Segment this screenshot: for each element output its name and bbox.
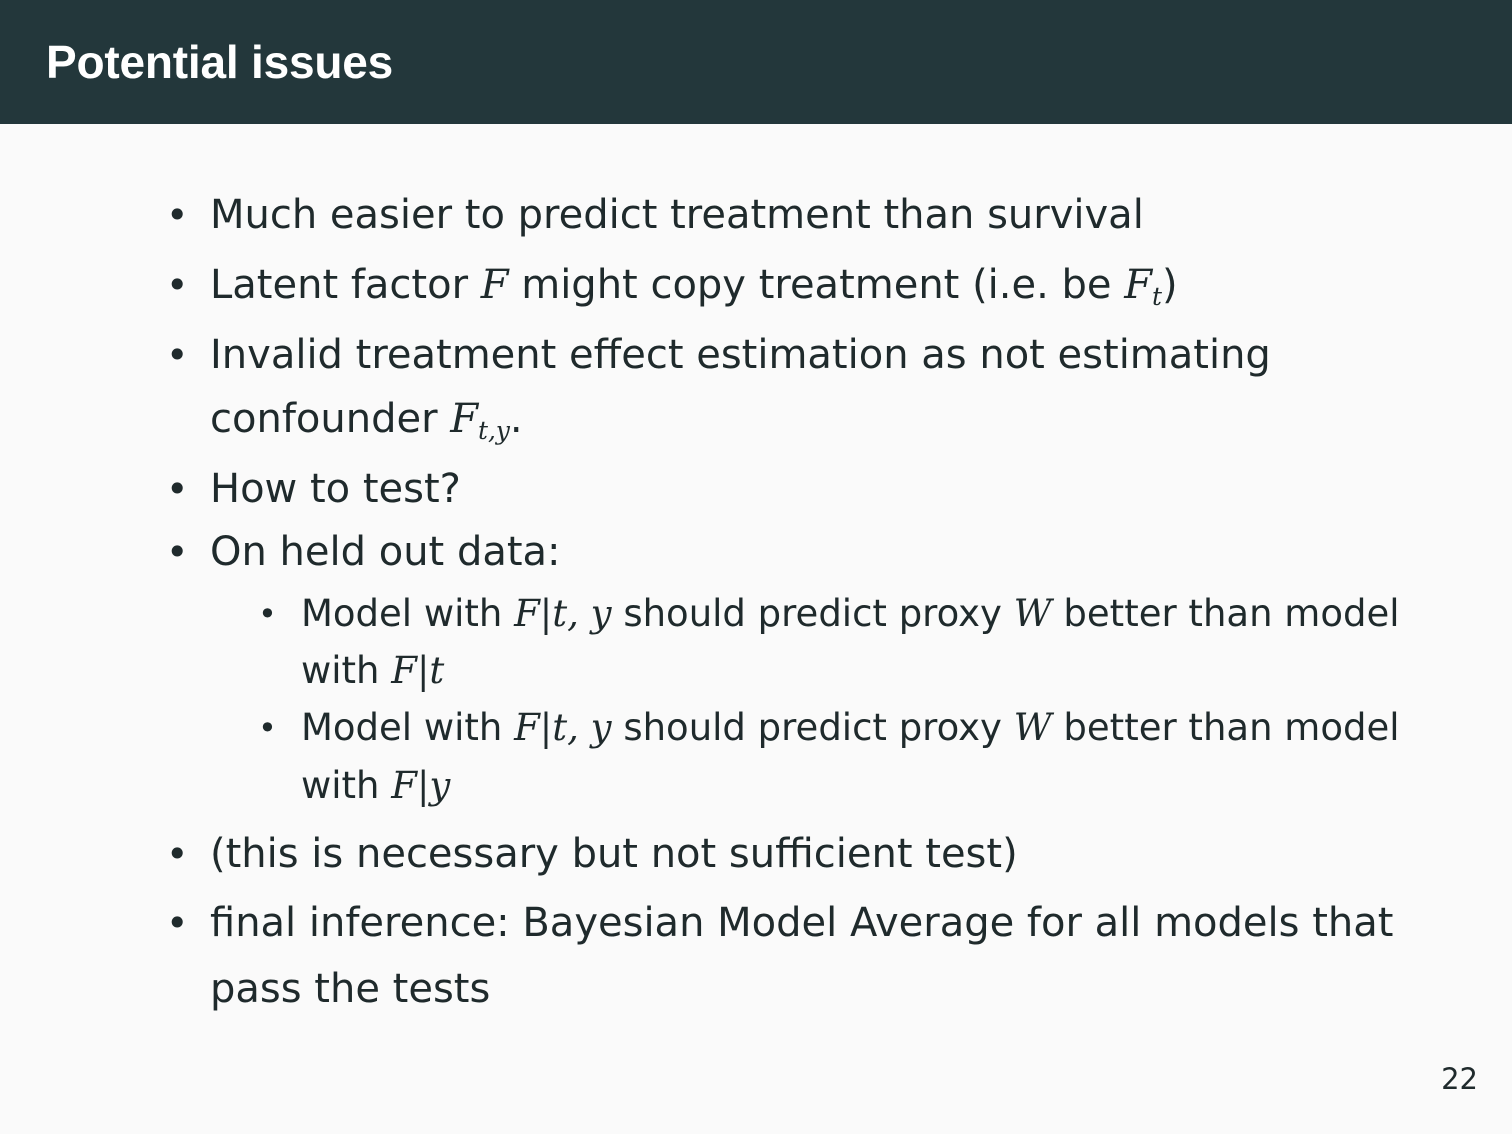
bullet-text: (this is necessary but not sufficient te…: [210, 830, 1018, 878]
text-prefix: confounder: [210, 396, 451, 442]
sub-bullet-text-line-2: with F|t: [301, 649, 444, 693]
math-subscript-t: t: [1152, 281, 1162, 311]
bullet-marker: •: [166, 901, 189, 945]
text-prefix: Latent factor: [210, 262, 481, 308]
text-suffix: .: [509, 396, 523, 442]
math-subscript-t-y: t,y: [478, 415, 510, 445]
text-suffix: better than model: [1051, 706, 1400, 749]
bullet-text-span: (this is necessary but not sufficient te…: [210, 831, 1018, 877]
bullet-text-line-1: Invalid treatment effect estimation as n…: [210, 331, 1271, 379]
page-number: 22: [1441, 1062, 1478, 1096]
text-middle: should predict proxy: [611, 706, 1014, 749]
bullet-text: On held out data:: [210, 528, 561, 576]
bullet-text: Latent factor F might copy treatment (i.…: [210, 261, 1178, 309]
bullet-marker: •: [166, 467, 189, 511]
bullet-text-span: On held out data:: [210, 529, 561, 575]
sub-bullet-marker: •: [258, 709, 277, 747]
math-expression: F|y: [391, 764, 451, 807]
text-prefix: with: [301, 764, 392, 807]
text-prefix: Model with: [301, 706, 515, 749]
math-variable-f-t: F: [1124, 262, 1153, 308]
text-prefix: with: [301, 649, 392, 692]
bullet-marker: •: [166, 263, 189, 307]
sub-bullet-text-line-2: with F|y: [301, 764, 450, 808]
bullet-text-span: pass the tests: [210, 966, 491, 1012]
bullet-text-span: Invalid treatment effect estimation as n…: [210, 332, 1271, 378]
text-prefix: Model with: [301, 592, 515, 635]
text-suffix: ): [1162, 262, 1178, 308]
bullet-text-span: final inference: Bayesian Model Average …: [210, 900, 1394, 946]
bullet-text-span: How to test?: [210, 466, 461, 512]
math-expression: F|t, y: [514, 592, 612, 635]
bullet-text: Much easier to predict treatment than su…: [210, 191, 1144, 239]
sub-bullet-text-line-1: Model with F|t, y should predict proxy W…: [301, 706, 1400, 750]
math-variable-f: F: [450, 396, 478, 442]
math-expression: F|t, y: [514, 706, 612, 749]
math-expression: F|t: [391, 649, 445, 692]
bullet-marker: •: [166, 193, 189, 237]
bullet-text-span: Much easier to predict treatment than su…: [210, 192, 1144, 238]
sub-bullet-marker: •: [258, 595, 277, 633]
sub-bullet-text-line-1: Model with F|t, y should predict proxy W…: [301, 592, 1400, 636]
bullet-text: How to test?: [210, 465, 461, 513]
bullet-marker: •: [166, 333, 189, 377]
bullet-text-line-1: final inference: Bayesian Model Average …: [210, 899, 1393, 947]
bullet-marker: •: [166, 530, 189, 574]
bullet-marker: •: [166, 832, 189, 876]
bullet-text-line-2: pass the tests: [210, 965, 490, 1013]
text-middle: might copy treatment (i.e. be: [508, 262, 1125, 308]
text-middle: should predict proxy: [611, 592, 1014, 635]
slide-header: Potential issues: [0, 0, 1512, 124]
math-variable-f: F: [480, 262, 509, 308]
text-suffix: better than model: [1051, 592, 1400, 635]
bullet-text-line-2: confounder Ft,y.: [210, 395, 523, 443]
math-variable-w: W: [1013, 592, 1052, 635]
slide-title: Potential issues: [46, 36, 394, 88]
math-variable-w: W: [1013, 706, 1052, 749]
